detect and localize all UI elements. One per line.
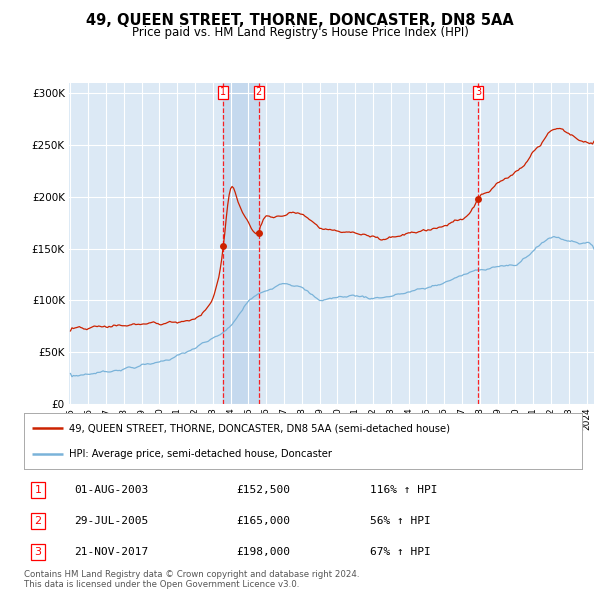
Text: Contains HM Land Registry data © Crown copyright and database right 2024.
This d: Contains HM Land Registry data © Crown c…: [24, 570, 359, 589]
Text: 3: 3: [475, 87, 481, 97]
Text: 01-AUG-2003: 01-AUG-2003: [74, 485, 148, 495]
Text: 2: 2: [34, 516, 41, 526]
Text: 1: 1: [220, 87, 226, 97]
Text: £152,500: £152,500: [236, 485, 290, 495]
Bar: [223, 83, 259, 404]
Text: 67% ↑ HPI: 67% ↑ HPI: [370, 547, 431, 557]
Text: 2: 2: [256, 87, 262, 97]
Text: 29-JUL-2005: 29-JUL-2005: [74, 516, 148, 526]
Text: £198,000: £198,000: [236, 547, 290, 557]
Text: 116% ↑ HPI: 116% ↑ HPI: [370, 485, 437, 495]
Text: Price paid vs. HM Land Registry's House Price Index (HPI): Price paid vs. HM Land Registry's House …: [131, 26, 469, 39]
Text: 49, QUEEN STREET, THORNE, DONCASTER, DN8 5AA (semi-detached house): 49, QUEEN STREET, THORNE, DONCASTER, DN8…: [68, 423, 449, 433]
Text: 1: 1: [34, 485, 41, 495]
Text: 56% ↑ HPI: 56% ↑ HPI: [370, 516, 431, 526]
Text: £165,000: £165,000: [236, 516, 290, 526]
Text: 21-NOV-2017: 21-NOV-2017: [74, 547, 148, 557]
Text: 49, QUEEN STREET, THORNE, DONCASTER, DN8 5AA: 49, QUEEN STREET, THORNE, DONCASTER, DN8…: [86, 13, 514, 28]
Text: 3: 3: [34, 547, 41, 557]
Text: HPI: Average price, semi-detached house, Doncaster: HPI: Average price, semi-detached house,…: [68, 449, 332, 459]
